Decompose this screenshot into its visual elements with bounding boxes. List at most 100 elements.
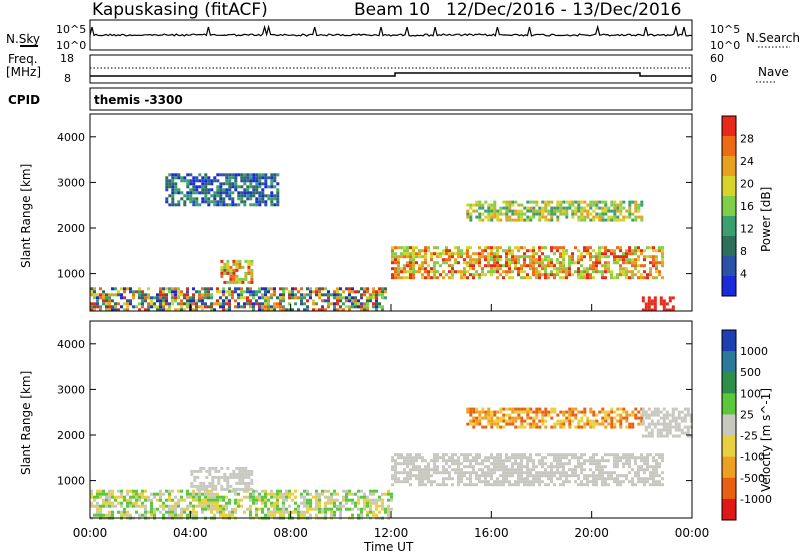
- heatmap-cell: [192, 302, 195, 306]
- heatmap-cell: [204, 188, 208, 192]
- heatmap-cell: [574, 413, 578, 417]
- heatmap-cell: [655, 261, 658, 265]
- heatmap-cell: [625, 425, 629, 429]
- heatmap-cell: [192, 492, 195, 496]
- heatmap-cell: [484, 459, 487, 463]
- heatmap-cell: [586, 246, 589, 250]
- heatmap-cell: [129, 290, 132, 294]
- heatmap-cell: [186, 179, 190, 183]
- heatmap-cell: [177, 296, 180, 300]
- heatmap-cell: [586, 203, 590, 207]
- heatmap-cell: [463, 459, 466, 463]
- heatmap-cell: [592, 200, 596, 204]
- heatmap-cell: [680, 410, 684, 414]
- heatmap-cell: [622, 258, 625, 262]
- heatmap-cell: [514, 209, 518, 213]
- heatmap-cell: [378, 287, 381, 291]
- heatmap-cell: [303, 504, 306, 508]
- heatmap-cell: [232, 469, 236, 473]
- heatmap-cell: [183, 194, 187, 198]
- heatmap-cell: [282, 296, 285, 300]
- heatmap-cell: [634, 413, 638, 417]
- heatmap-cell: [204, 290, 207, 294]
- heatmap-cell: [366, 290, 369, 294]
- heatmap-cell: [108, 296, 111, 300]
- heatmap-cell: [514, 407, 518, 411]
- heatmap-cell: [204, 492, 207, 496]
- heatmap-cell: [232, 274, 236, 278]
- heatmap-cell: [225, 296, 228, 300]
- heatmap-cell: [183, 179, 187, 183]
- heatmap-cell: [270, 495, 273, 499]
- heatmap-cell: [238, 472, 242, 476]
- heatmap-cell: [644, 302, 648, 306]
- heatmap-cell: [270, 182, 274, 186]
- heatmap-cell: [556, 246, 559, 250]
- heatmap-cell: [481, 212, 485, 216]
- heatmap-cell: [650, 428, 654, 432]
- heatmap-cell: [214, 484, 218, 488]
- heatmap-cell: [466, 465, 469, 469]
- heatmap-cell: [211, 487, 215, 491]
- heatmap-cell: [478, 413, 482, 417]
- heatmap-cell: [93, 513, 96, 517]
- heatmap-cell: [397, 264, 400, 268]
- heatmap-cell: [418, 270, 421, 274]
- heatmap-cell: [363, 290, 366, 294]
- heatmap-cell: [198, 501, 201, 505]
- heatmap-cell: [601, 422, 605, 426]
- heatmap-cell: [634, 203, 638, 207]
- heatmap-cell: [580, 270, 583, 274]
- heatmap-cell: [195, 176, 199, 180]
- heatmap-cell: [496, 480, 499, 484]
- power-colorbar-swatch: [722, 136, 736, 157]
- heatmap-cell: [505, 270, 508, 274]
- heatmap-cell: [207, 203, 211, 207]
- heatmap-cell: [451, 459, 454, 463]
- heatmap-cell: [595, 200, 599, 204]
- heatmap-cell: [466, 249, 469, 253]
- heatmap-cell: [505, 474, 508, 478]
- heatmap-cell: [680, 419, 684, 423]
- heatmap-cell: [457, 261, 460, 265]
- heatmap-cell: [686, 425, 690, 429]
- heatmap-cell: [604, 416, 608, 420]
- heatmap-cell: [372, 293, 375, 297]
- heatmap-cell: [550, 474, 553, 478]
- heatmap-cell: [246, 299, 249, 303]
- heatmap-cell: [631, 264, 634, 268]
- heatmap-cell: [336, 290, 339, 294]
- heatmap-cell: [490, 264, 493, 268]
- heatmap-cell: [384, 296, 387, 300]
- heatmap-cell: [174, 504, 177, 508]
- heatmap-cell: [511, 456, 514, 460]
- power-colorbar-frame: [721, 115, 737, 297]
- heatmap-cell: [357, 489, 360, 493]
- heatmap-cell: [592, 209, 596, 213]
- heatmap-cell: [171, 287, 174, 291]
- heatmap-cell: [646, 276, 649, 280]
- heatmap-cell: [643, 480, 646, 484]
- heatmap-cell: [415, 477, 418, 481]
- heatmap-cell: [445, 258, 448, 262]
- heatmap-cell: [532, 270, 535, 274]
- heatmap-cell: [514, 468, 517, 472]
- heatmap-cell: [387, 489, 390, 493]
- heatmap-cell: [532, 215, 536, 219]
- heatmap-cell: [577, 200, 581, 204]
- heatmap-cell: [228, 510, 231, 514]
- heatmap-cell: [604, 471, 607, 475]
- heatmap-cell: [171, 176, 175, 180]
- heatmap-cell: [246, 188, 250, 192]
- heatmap-cell: [225, 513, 228, 517]
- heatmap-cell: [273, 308, 276, 312]
- heatmap-cell: [258, 308, 261, 312]
- heatmap-cell: [454, 258, 457, 262]
- heatmap-cell: [544, 273, 547, 277]
- heatmap-cell: [589, 480, 592, 484]
- heatmap-cell: [366, 510, 369, 514]
- velocity-colorbar-tick-label: 25: [740, 408, 754, 421]
- heatmap-cell: [580, 206, 584, 210]
- heatmap-cell: [247, 472, 251, 476]
- heatmap-cell: [264, 299, 267, 303]
